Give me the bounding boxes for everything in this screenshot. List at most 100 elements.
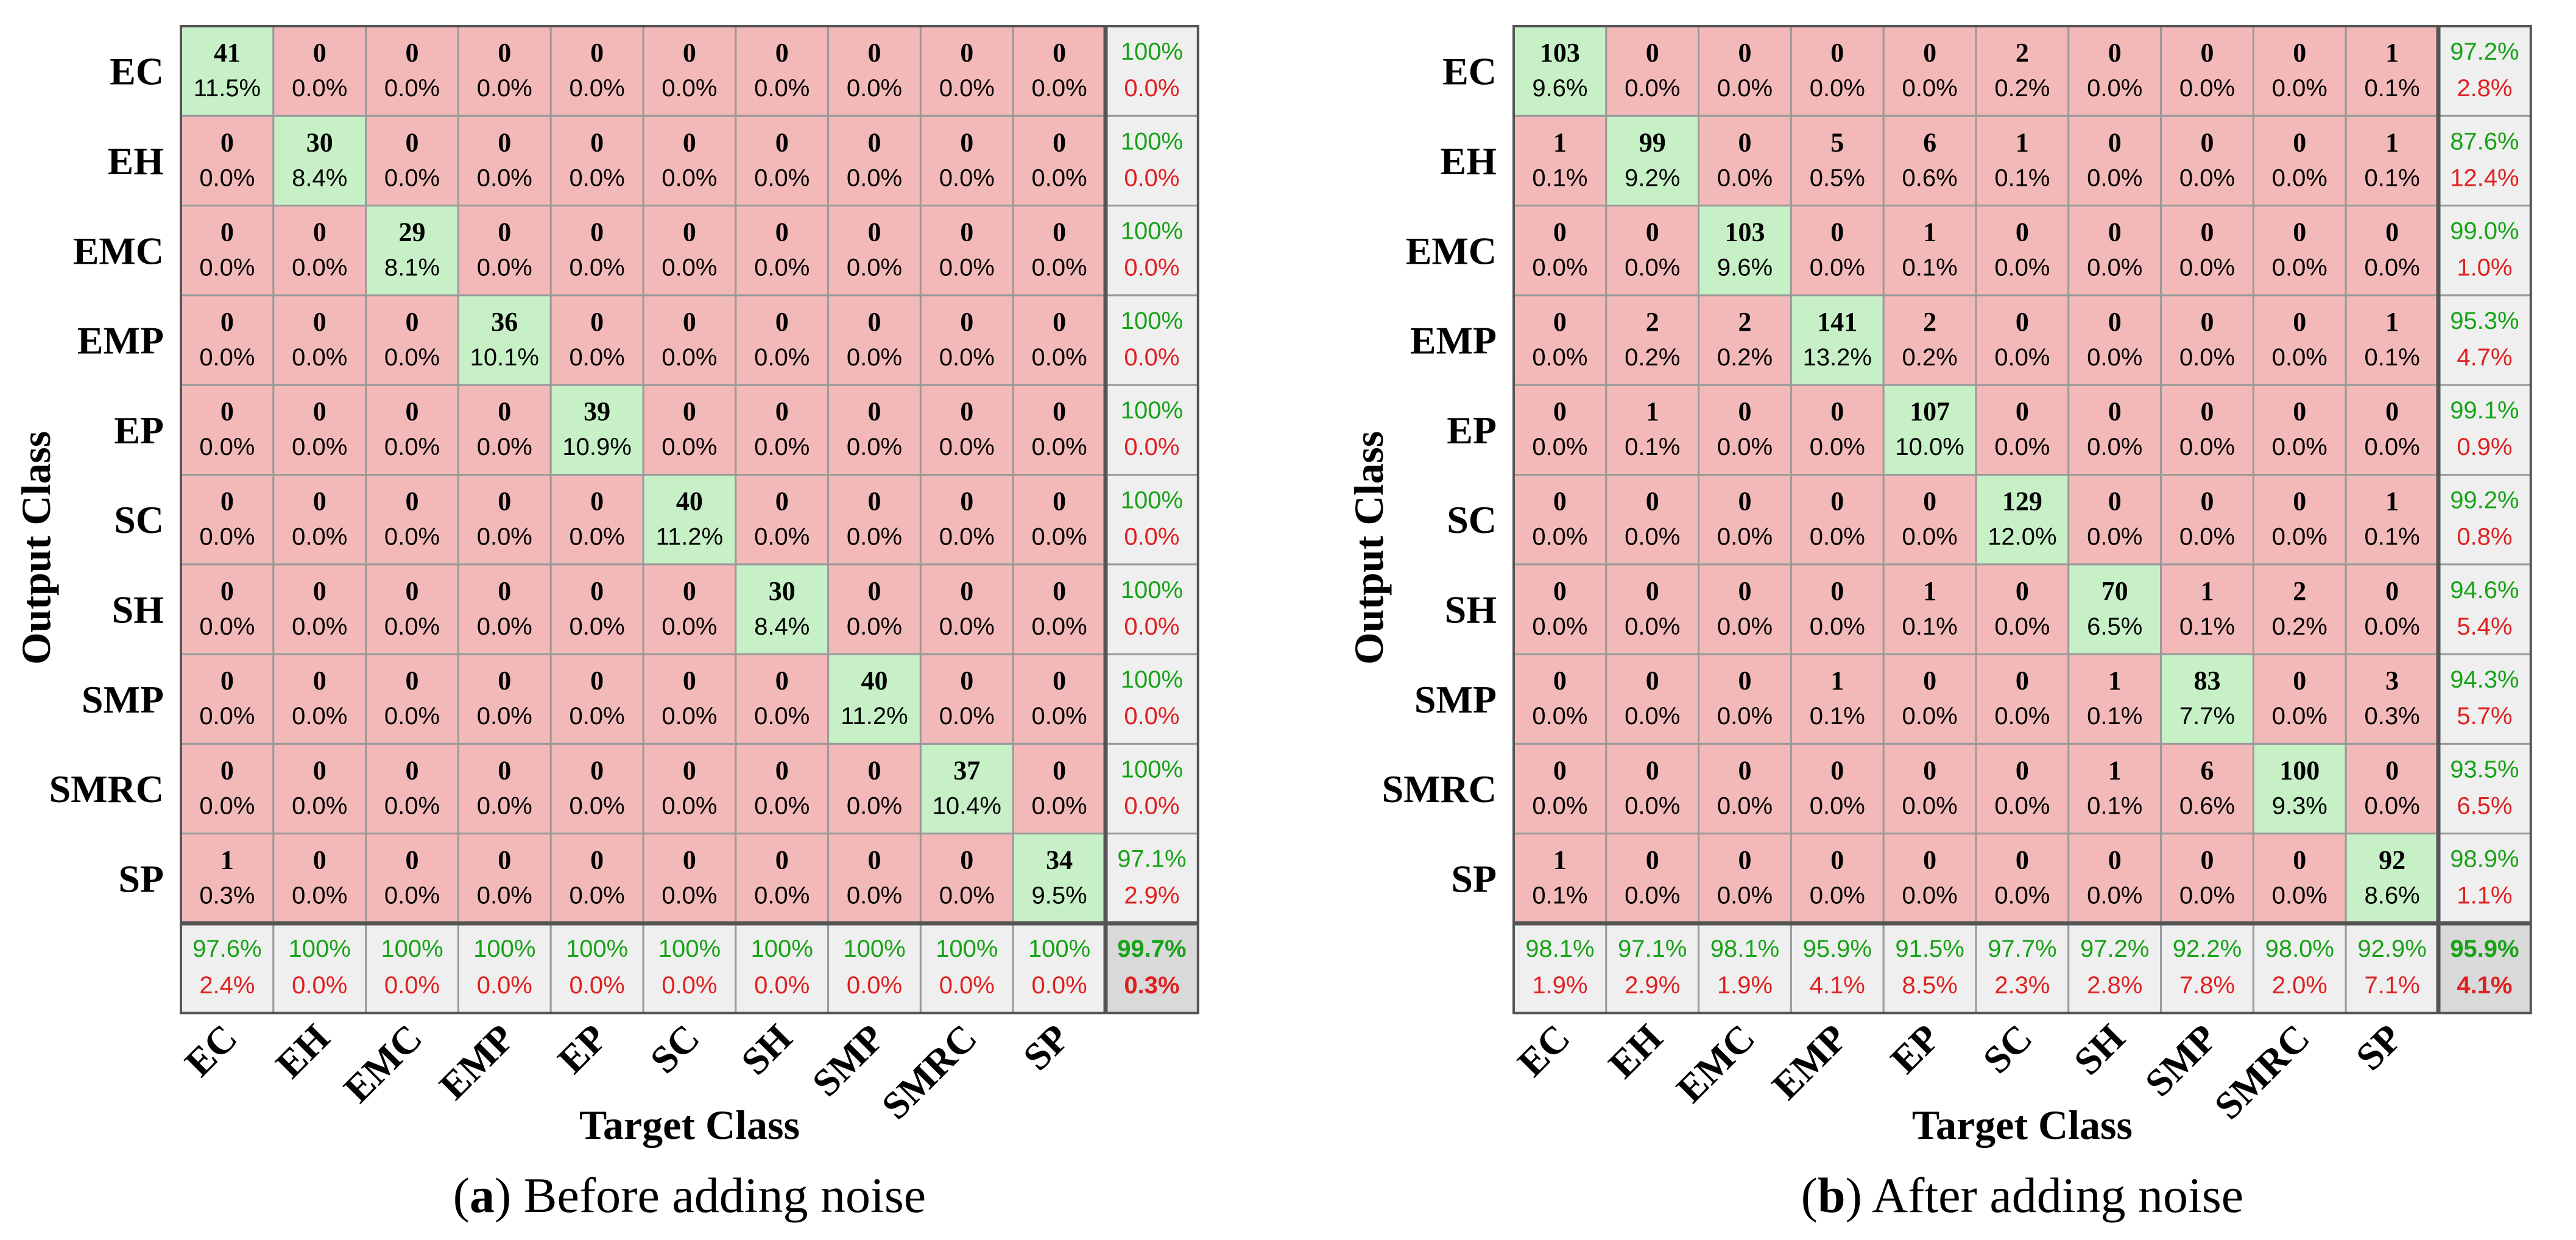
overall-accuracy: 95.9% [2450, 935, 2519, 962]
cell-count: 0 [590, 38, 604, 68]
cell-count: 0 [2016, 845, 2029, 875]
matrix-cell-bg [365, 114, 459, 207]
matrix-cell-bg [1882, 653, 1977, 745]
cell-count: 0 [683, 396, 696, 426]
cell-percent: 0.0% [847, 524, 902, 551]
cell-percent: 0.0% [939, 434, 995, 460]
row-label: EP [1447, 409, 1497, 452]
matrix-summary-bg [1605, 922, 1700, 1014]
matrix-cell-bg [2345, 742, 2440, 835]
cell-count: 0 [1738, 487, 1752, 516]
cell-percent: 0.0% [2365, 434, 2420, 460]
cell-percent: 0.0% [199, 613, 255, 640]
cell-count: 0 [2201, 127, 2214, 157]
cell-percent: 0.1% [1902, 255, 1958, 281]
cell-count: 0 [313, 38, 326, 68]
summary-correct-percent: 100% [1121, 577, 1183, 604]
overall-error: 0.3% [1124, 972, 1179, 999]
matrix-cell-bg [2252, 563, 2347, 655]
cell-percent: 0.0% [292, 792, 347, 819]
cell-count: 0 [498, 845, 511, 875]
cell-count: 0 [683, 845, 696, 875]
cell-count: 0 [406, 127, 419, 157]
matrix-cell-bg [2160, 384, 2254, 476]
matrix-summary-bg [2437, 384, 2532, 476]
matrix-cell-bg [1605, 742, 1700, 835]
cell-count: 0 [683, 576, 696, 606]
cell-count: 0 [868, 38, 881, 68]
row-label: EH [108, 139, 164, 183]
matrix-cell-bg [1975, 294, 2070, 386]
matrix-cell-bg [1698, 474, 1792, 566]
matrix-cell-bg [2160, 653, 2254, 745]
cell-count: 1 [2016, 127, 2029, 157]
matrix-cell-bg [1605, 205, 1700, 297]
cell-count: 0 [313, 487, 326, 516]
cell-percent: 0.0% [1902, 75, 1958, 102]
cell-percent: 0.0% [1810, 524, 1865, 551]
cell-count: 41 [214, 38, 241, 68]
column-label: EH [267, 1016, 338, 1087]
row-label: SMRC [1382, 767, 1497, 811]
matrix-cell-bg [180, 384, 275, 476]
cell-count: 37 [953, 755, 980, 785]
matrix-cell-bg [1698, 384, 1792, 476]
cell-percent: 0.1% [2087, 792, 2142, 819]
cell-percent: 0.0% [1625, 792, 1680, 819]
matrix-cell-bg [1512, 294, 1607, 386]
matrix-cell-bg [2252, 384, 2347, 476]
column-label: SP [1015, 1016, 1078, 1079]
cell-percent: 0.0% [847, 882, 902, 909]
cell-count: 99 [1639, 127, 1666, 157]
matrix-cell-bg [1975, 474, 2070, 566]
summary-correct-percent: 100% [1121, 487, 1183, 514]
cell-count: 0 [1830, 576, 1844, 606]
matrix-cell-bg [642, 114, 737, 207]
cell-count: 107 [1910, 396, 1950, 426]
column-label: SH [2066, 1016, 2133, 1083]
column-label: EMC [1668, 1016, 1763, 1111]
cell-count: 0 [1053, 666, 1066, 696]
cell-count: 0 [2108, 845, 2122, 875]
matrix-cell-bg [180, 25, 275, 117]
cell-count: 0 [1053, 755, 1066, 785]
cell-percent: 6.5% [2087, 613, 2142, 640]
cell-count: 0 [498, 38, 511, 68]
row-label: EP [114, 409, 164, 452]
cell-count: 141 [1817, 307, 1857, 337]
matrix-cell-bg [2345, 653, 2440, 745]
cell-count: 0 [2016, 666, 2029, 696]
cell-percent: 0.0% [2272, 255, 2327, 281]
matrix-summary-bg [1104, 563, 1199, 655]
cell-percent: 0.0% [2365, 255, 2420, 281]
matrix-cell-bg [2252, 114, 2347, 207]
matrix-cell-bg [1012, 563, 1107, 655]
matrix-cell-bg [2345, 563, 2440, 655]
cell-percent: 8.1% [384, 255, 440, 281]
cell-percent: 0.0% [2179, 434, 2235, 460]
cell-count: 0 [2016, 576, 2029, 606]
matrix-cell-bg [919, 114, 1014, 207]
cell-count: 0 [1646, 487, 1659, 516]
row-label: SP [118, 857, 164, 900]
cell-percent: 0.0% [2179, 524, 2235, 551]
column-label: EH [1600, 1016, 1671, 1087]
matrix-cell-bg [1975, 833, 2070, 925]
cell-percent: 0.0% [292, 703, 347, 730]
cell-percent: 0.0% [1994, 434, 2050, 460]
cell-count: 0 [1553, 576, 1567, 606]
cell-count: 0 [775, 666, 789, 696]
cell-count: 0 [1738, 845, 1752, 875]
matrix-total-bg [2437, 922, 2532, 1014]
cell-percent: 8.4% [754, 613, 810, 640]
summary-correct-percent: 98.1% [1710, 935, 1779, 962]
column-label: EP [549, 1016, 615, 1082]
cell-percent: 0.0% [384, 703, 440, 730]
cell-percent: 9.3% [2272, 792, 2327, 819]
matrix-cell-bg [365, 563, 459, 655]
cell-percent: 0.0% [1625, 882, 1680, 909]
matrix-cell-bg [1512, 384, 1607, 476]
cell-percent: 0.0% [939, 344, 995, 371]
cell-count: 0 [1830, 755, 1844, 785]
cell-count: 0 [313, 755, 326, 785]
